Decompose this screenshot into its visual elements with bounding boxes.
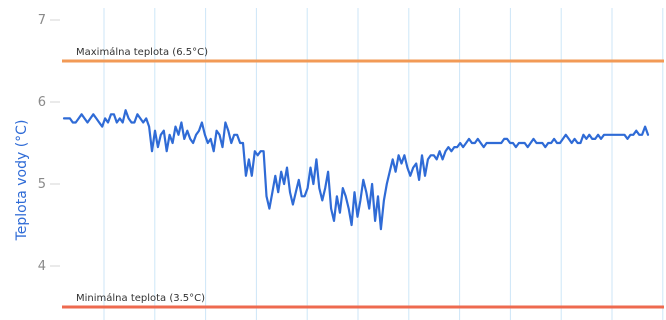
- y-tick-label-5: 5: [38, 177, 46, 192]
- reference-lines: Maximálna teplota (6.5°C) Minimálna teplo…: [62, 46, 664, 309]
- y-axis: 4 5 6 7: [38, 13, 60, 274]
- y-tick-label-7: 7: [38, 13, 46, 28]
- y-tick-label-6: 6: [38, 95, 46, 110]
- y-tick-label-4: 4: [38, 259, 46, 274]
- reference-line-label-0: Maximálna teplota (6.5°C): [76, 46, 208, 58]
- y-axis-label: Teplota vody (°C): [14, 120, 30, 242]
- reference-line-label-1: Minimálna teplota (3.5°C): [76, 292, 205, 304]
- series-group: [62, 109, 650, 231]
- series-line-0: [62, 109, 650, 231]
